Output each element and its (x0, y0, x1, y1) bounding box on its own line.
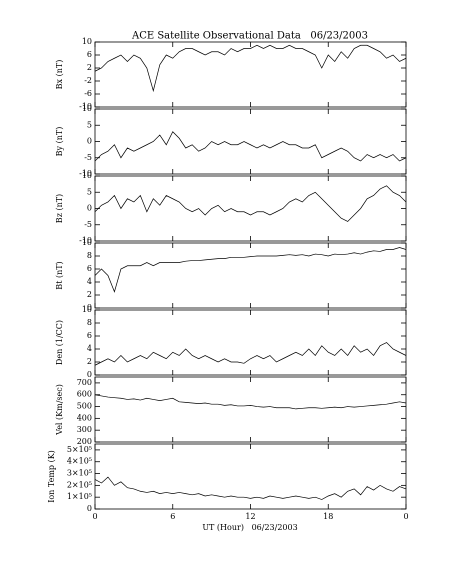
y-tick-label: -6 (84, 89, 92, 98)
y-tick-label: 2 (87, 290, 92, 299)
y-tick-label: 2×10⁵ (67, 480, 92, 489)
y-tick-label: -5 (84, 220, 92, 229)
y-tick-label: 10 (82, 104, 92, 113)
panel-frame (95, 176, 406, 241)
y-tick-label: 2 (87, 357, 92, 366)
data-line (95, 248, 406, 292)
y-tick-label: 8 (87, 251, 92, 260)
y-tick-label: 4 (87, 344, 92, 353)
y-tick-label: 2 (87, 63, 92, 72)
y-tick-label: 500 (77, 402, 92, 411)
x-tick-label: 18 (323, 512, 333, 521)
y-axis-label: Den (1/CC) (55, 320, 64, 365)
y-tick-label: 5 (87, 187, 92, 196)
y-tick-label: -5 (84, 153, 92, 162)
panel-frame (95, 42, 406, 107)
data-line (95, 45, 406, 91)
panel-frame (95, 243, 406, 308)
y-tick-label: 0 (87, 204, 92, 213)
y-tick-label: 0 (87, 137, 92, 146)
data-line (95, 395, 406, 409)
y-tick-label: 5 (87, 120, 92, 129)
data-line (95, 477, 406, 499)
y-tick-label: 6 (87, 264, 92, 273)
y-tick-label: 0 (87, 504, 92, 513)
chart: ACE Satellite Observational Data 06/23/2… (0, 0, 453, 566)
y-axis-label: Bz (nT) (55, 194, 64, 223)
y-tick-label: 10 (82, 37, 92, 46)
y-axis-label: Ion Temp (K) (47, 450, 56, 503)
panel-frame (95, 109, 406, 174)
chart-title: ACE Satellite Observational Data 06/23/2… (131, 31, 368, 42)
y-tick-label: 700 (77, 378, 92, 387)
y-axis-label: By (nT) (55, 127, 64, 157)
x-tick-label: 0 (403, 512, 408, 521)
y-tick-label: 10 (82, 305, 92, 314)
y-tick-label: -2 (84, 76, 92, 85)
y-tick-label: 400 (77, 413, 92, 422)
y-tick-label: 6 (87, 331, 92, 340)
y-tick-label: 10 (82, 171, 92, 180)
panel-frame (95, 444, 406, 509)
y-tick-label: 8 (87, 318, 92, 327)
data-line (95, 186, 406, 222)
panel-frame (95, 310, 406, 375)
x-tick-label: 6 (170, 512, 175, 521)
x-axis-label: UT (Hour) 06/23/2003 (202, 523, 297, 532)
x-tick-label: 0 (92, 512, 97, 521)
y-tick-label: 5×10⁵ (67, 445, 92, 454)
panel-frame (95, 377, 406, 442)
y-axis-label: Vel (Km/sec) (55, 384, 64, 436)
y-tick-label: 3×10⁵ (67, 469, 92, 478)
y-tick-label: 300 (77, 425, 92, 434)
y-axis-label: Bx (nT) (55, 60, 64, 90)
y-tick-label: 4×10⁵ (67, 457, 92, 466)
y-tick-label: 600 (77, 390, 92, 399)
y-axis-label: Bt (nT) (55, 261, 64, 289)
y-tick-label: 10 (82, 238, 92, 247)
y-tick-label: 1×10⁵ (67, 492, 92, 501)
data-line (95, 343, 406, 366)
y-tick-label: 4 (87, 277, 92, 286)
x-tick-label: 12 (245, 512, 255, 521)
y-tick-label: 6 (87, 50, 92, 59)
data-line (95, 132, 406, 161)
